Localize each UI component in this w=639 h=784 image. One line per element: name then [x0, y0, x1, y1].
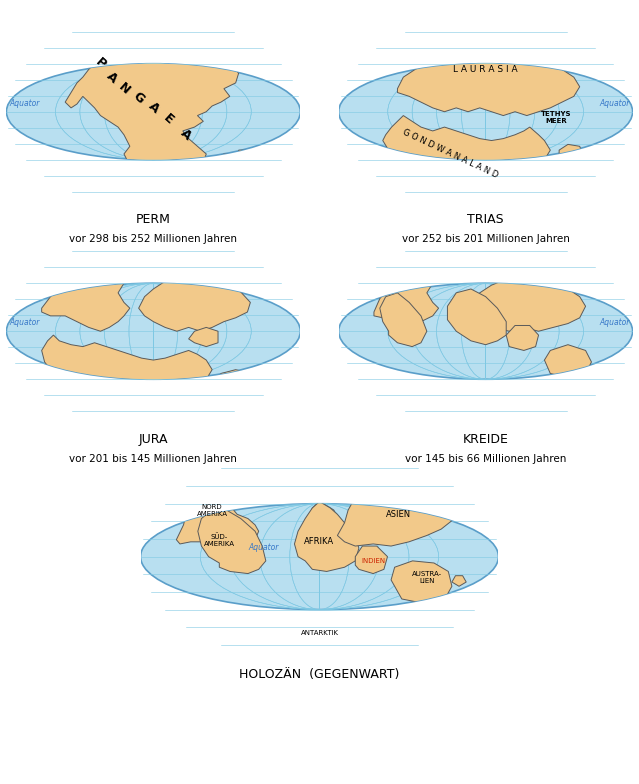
Text: Aquator: Aquator	[599, 318, 629, 328]
Polygon shape	[452, 575, 466, 586]
Polygon shape	[562, 165, 583, 179]
Ellipse shape	[6, 64, 300, 160]
Polygon shape	[176, 476, 259, 557]
Text: Aquator: Aquator	[599, 99, 629, 108]
Polygon shape	[559, 144, 583, 160]
Polygon shape	[544, 345, 592, 377]
Polygon shape	[447, 289, 506, 345]
Text: NORD
AMERIKA: NORD AMERIKA	[197, 503, 227, 517]
Polygon shape	[397, 38, 580, 115]
Text: vor 201 bis 145 Millionen Jahren: vor 201 bis 145 Millionen Jahren	[70, 454, 237, 464]
Polygon shape	[139, 270, 250, 332]
Text: TETHYS
MEER: TETHYS MEER	[541, 111, 571, 124]
Text: A: A	[178, 127, 194, 143]
Text: PERM: PERM	[136, 213, 171, 227]
Polygon shape	[238, 151, 253, 160]
Text: HOLOZÄN  (GEGENWART): HOLOZÄN (GEGENWART)	[240, 668, 399, 681]
Text: A: A	[104, 69, 120, 85]
Text: A: A	[146, 100, 161, 116]
Polygon shape	[241, 557, 259, 568]
Text: vor 252 bis 201 Millionen Jahren: vor 252 bis 201 Millionen Jahren	[402, 234, 569, 245]
Polygon shape	[115, 33, 127, 41]
Polygon shape	[205, 616, 420, 648]
Polygon shape	[383, 115, 550, 185]
Polygon shape	[391, 561, 452, 603]
Polygon shape	[42, 264, 130, 332]
Text: INDIEN: INDIEN	[361, 558, 385, 564]
Text: AFRIKA: AFRIKA	[304, 537, 335, 546]
Ellipse shape	[141, 504, 498, 610]
Polygon shape	[355, 546, 387, 574]
Text: AUSTRA-
LIEN: AUSTRA- LIEN	[412, 572, 442, 584]
Polygon shape	[474, 29, 486, 35]
Polygon shape	[295, 502, 359, 572]
Ellipse shape	[6, 283, 300, 379]
Polygon shape	[42, 335, 212, 405]
Text: P: P	[93, 56, 108, 71]
Text: G O N D W A N A L A N D: G O N D W A N A L A N D	[401, 128, 500, 180]
Text: JURA: JURA	[139, 433, 168, 446]
Polygon shape	[374, 270, 438, 321]
Text: Aquator: Aquator	[248, 543, 279, 553]
Polygon shape	[198, 510, 266, 574]
Polygon shape	[506, 325, 539, 350]
Polygon shape	[212, 154, 236, 169]
Text: TRIAS: TRIAS	[467, 213, 504, 227]
Text: Aquator: Aquator	[10, 318, 40, 328]
Text: G: G	[130, 90, 147, 107]
Text: L A U R A S I A: L A U R A S I A	[453, 65, 518, 74]
Text: N: N	[116, 81, 132, 97]
Text: KREIDE: KREIDE	[463, 433, 509, 446]
Text: E: E	[160, 112, 176, 127]
Ellipse shape	[339, 283, 633, 379]
Polygon shape	[302, 502, 337, 539]
Text: vor 145 bis 66 Millionen Jahren: vor 145 bis 66 Millionen Jahren	[405, 454, 566, 464]
Polygon shape	[65, 33, 238, 183]
Text: vor 298 bis 252 Millionen Jahren: vor 298 bis 252 Millionen Jahren	[70, 234, 237, 245]
Text: ASIEN: ASIEN	[386, 510, 411, 519]
Polygon shape	[337, 482, 456, 546]
Text: SÜD-
AMERIKA: SÜD- AMERIKA	[204, 533, 235, 546]
Polygon shape	[215, 370, 256, 397]
Ellipse shape	[339, 64, 633, 160]
Polygon shape	[189, 328, 218, 347]
Polygon shape	[462, 274, 585, 332]
Polygon shape	[234, 472, 266, 489]
Text: Aquator: Aquator	[10, 99, 40, 108]
Polygon shape	[421, 379, 544, 405]
Polygon shape	[380, 293, 427, 347]
Text: ANTARKTIK: ANTARKTIK	[300, 630, 339, 636]
